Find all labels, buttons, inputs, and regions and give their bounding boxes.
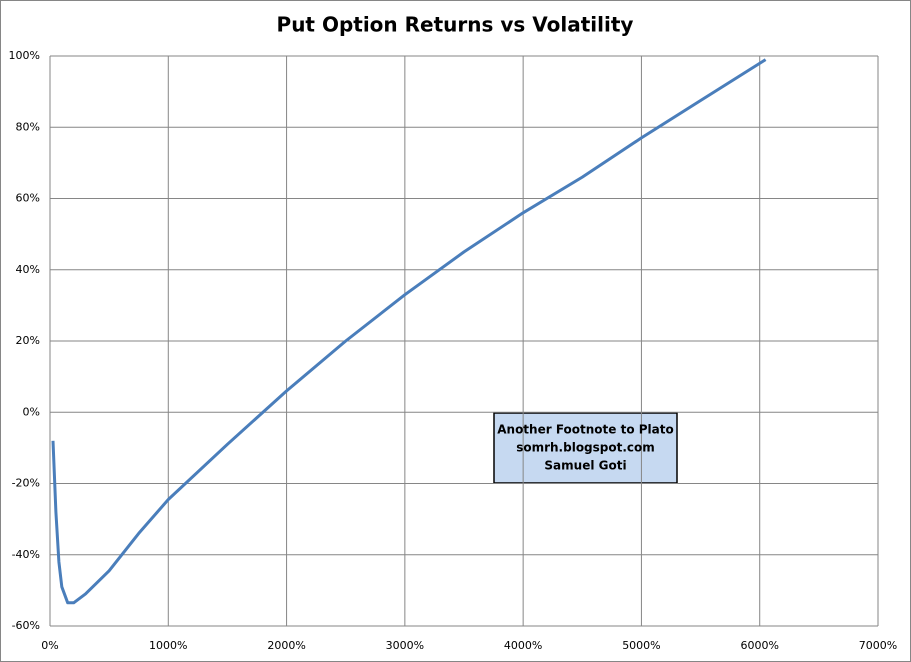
x-tick-label: 7000% xyxy=(859,639,897,652)
x-tick-label: 6000% xyxy=(740,639,778,652)
y-tick-label: 100% xyxy=(9,49,40,62)
x-tick-label: 4000% xyxy=(504,639,542,652)
annotation-text: somrh.blogspot.com xyxy=(516,441,655,455)
x-tick-label: 3000% xyxy=(386,639,424,652)
y-tick-label: 60% xyxy=(16,192,40,205)
y-tick-label: 20% xyxy=(16,334,40,347)
annotation-text: Another Footnote to Plato xyxy=(497,423,674,437)
y-tick-label: -40% xyxy=(12,548,40,561)
annotation-box xyxy=(493,412,678,484)
annotation-text: Samuel Goti xyxy=(544,459,626,473)
y-tick-label: 40% xyxy=(16,263,40,276)
x-tick-label: 5000% xyxy=(622,639,660,652)
y-tick-label: 0% xyxy=(23,405,40,418)
y-tick-label: 80% xyxy=(16,120,40,133)
y-tick-label: -20% xyxy=(12,477,40,490)
x-tick-label: 0% xyxy=(41,639,58,652)
x-tick-label: 1000% xyxy=(149,639,187,652)
chart-title: Put Option Returns vs Volatility xyxy=(277,13,634,37)
data-line xyxy=(51,58,767,605)
y-tick-label: -60% xyxy=(12,619,40,632)
x-tick-label: 2000% xyxy=(267,639,305,652)
